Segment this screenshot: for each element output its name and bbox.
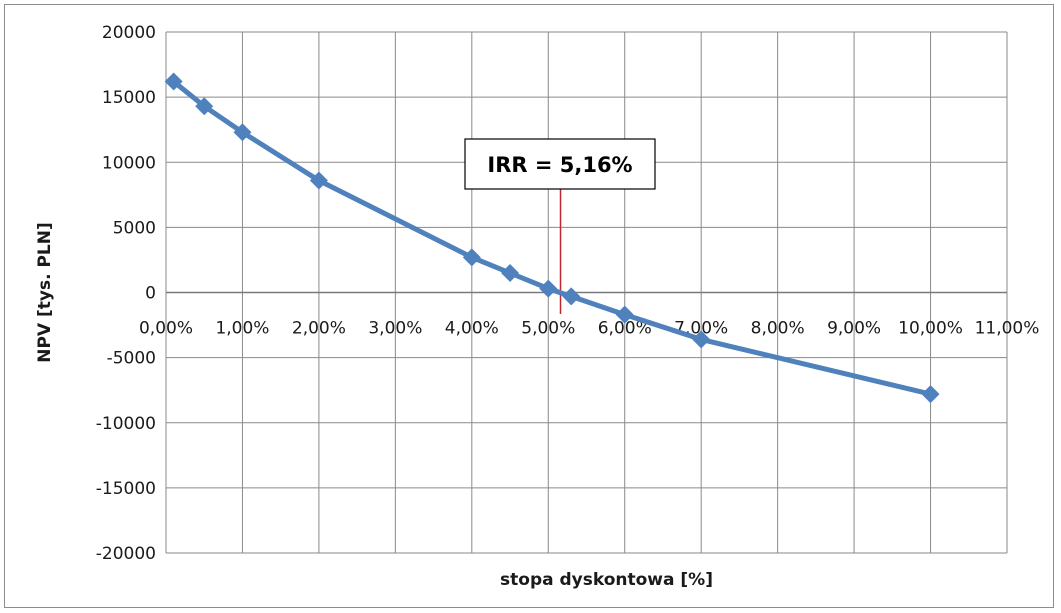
x-tick-label: 4,00% [445, 319, 499, 339]
data-point-marker [539, 279, 558, 298]
y-tick-label: 15000 [102, 88, 156, 108]
x-axis-title: stopa dyskontowa [%] [500, 570, 713, 590]
data-point-marker [462, 248, 481, 267]
y-tick-label: -10000 [96, 414, 156, 434]
y-tick-label: -5000 [107, 349, 156, 369]
data-point-marker [921, 385, 940, 404]
y-tick-label: -20000 [96, 544, 156, 564]
data-point-marker [501, 263, 520, 282]
y-tick-label: 5000 [113, 218, 156, 238]
x-tick-label: 2,00% [292, 319, 346, 339]
chart-frame [4, 4, 1054, 608]
x-tick-label: 0,00% [139, 319, 193, 339]
x-tick-label: 9,00% [827, 319, 881, 339]
data-point-marker [195, 97, 214, 116]
data-point-marker [692, 330, 711, 349]
x-tick-label: 10,00% [898, 319, 963, 339]
series-line [171, 79, 933, 397]
irr-label-box [464, 138, 656, 190]
data-point-marker [233, 123, 252, 142]
y-tick-label: 0 [145, 284, 156, 304]
y-tick-label: -15000 [96, 479, 156, 499]
x-tick-label: 8,00% [751, 319, 805, 339]
gridlines [165, 31, 1008, 554]
data-point-marker [309, 171, 328, 190]
irr-annotation: IRR = 5,16% [464, 138, 656, 314]
data-point-marker [615, 305, 634, 324]
x-tick-label: 5,00% [521, 319, 575, 339]
x-tick-label: 1,00% [215, 319, 269, 339]
x-tick-label: 11,00% [975, 319, 1040, 339]
data-point-marker [562, 287, 581, 306]
data-point-marker [164, 72, 183, 91]
npv-series [164, 72, 940, 404]
x-tick-labels: 0,00% 1,00% 2,00% 3,00% 4,00% 5,00% 6,00% 7,00%… [139, 319, 1039, 339]
x-tick-label: 3,00% [368, 319, 422, 339]
x-tick-label: 6,00% [598, 319, 652, 339]
y-tick-label: 20000 [102, 23, 156, 43]
y-tick-labels: 20000 15000 10000 5000 0 -5000 -10000 -15000 -20… [96, 23, 156, 564]
irr-label: IRR = 5,16% [487, 153, 632, 177]
y-axis-title: NPV [tys. PLN] [35, 222, 55, 363]
y-tick-label: 10000 [102, 153, 156, 173]
